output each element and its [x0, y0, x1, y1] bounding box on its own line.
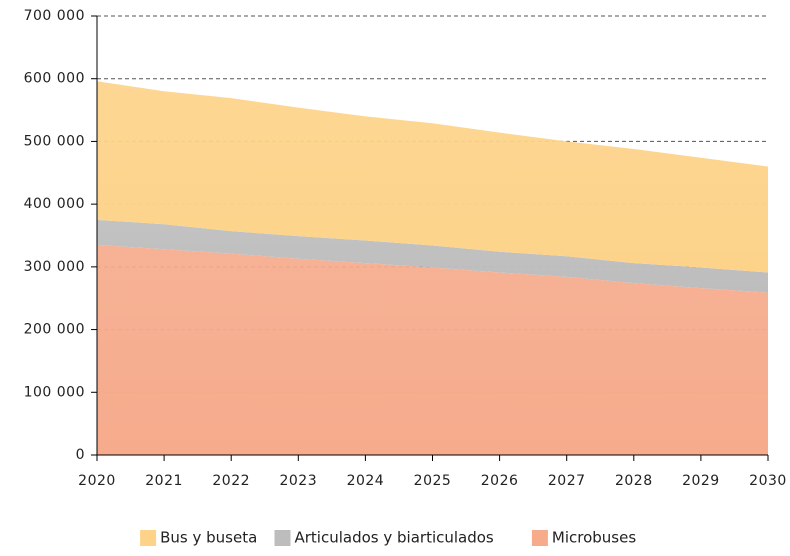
y-tick-label: 600 000: [24, 71, 85, 87]
x-tick-label: 2020: [78, 473, 116, 489]
legend-label: Bus y buseta: [160, 529, 257, 547]
x-tick-label: 2024: [347, 473, 385, 489]
x-tick-label: 2023: [279, 473, 317, 489]
area: [97, 81, 768, 273]
x-tick-label: 2028: [615, 473, 653, 489]
y-tick-label: 300 000: [24, 259, 85, 275]
y-tick-label: 100 000: [24, 384, 85, 400]
legend-swatch: [531, 530, 548, 546]
legend-swatch: [140, 530, 157, 546]
legend-label: Articulados y biarticulados: [295, 529, 494, 547]
area: [97, 219, 768, 293]
y-tick-label: 200 000: [24, 322, 85, 338]
y-tick-label: 0: [76, 447, 85, 463]
legend-label: Microbuses: [552, 529, 636, 547]
x-tick-label: 2025: [414, 473, 452, 489]
legend-swatch: [274, 530, 291, 546]
y-tick-label: 500 000: [24, 133, 85, 149]
x-tick-label: 2027: [548, 473, 586, 489]
x-tick-label: 2030: [749, 473, 787, 489]
y-tick-label: 400 000: [24, 196, 85, 212]
x-tick-label: 2021: [145, 473, 183, 489]
area: [97, 244, 768, 455]
x-tick-label: 2026: [481, 473, 519, 489]
x-tick-label: 2029: [682, 473, 720, 489]
y-tick-label: 700 000: [24, 8, 85, 24]
x-tick-label: 2022: [212, 473, 250, 489]
